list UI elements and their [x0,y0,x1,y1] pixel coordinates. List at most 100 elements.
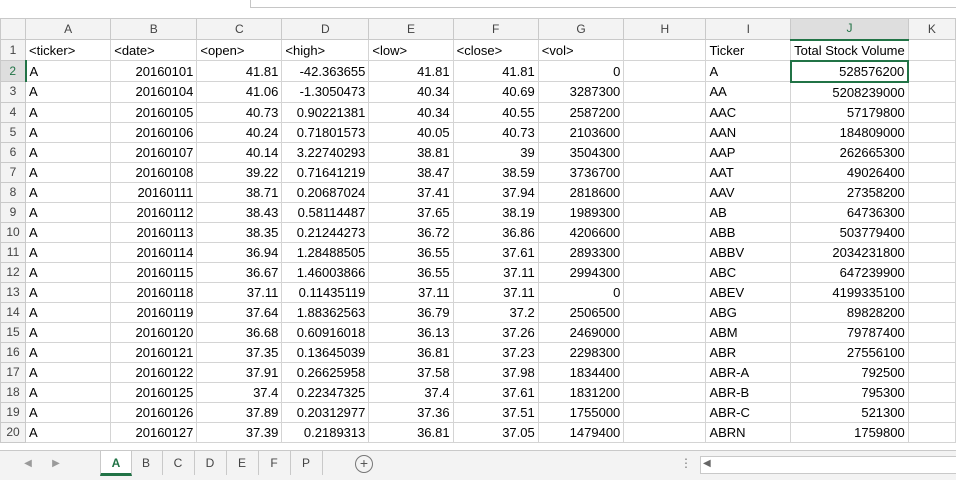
header-cell[interactable]: <vol> [537,39,625,61]
cell[interactable]: A [25,81,112,103]
cell[interactable]: A [25,361,112,383]
row-header[interactable]: 18 [0,381,27,403]
sheet-tab-f[interactable]: F [258,451,291,475]
cell[interactable]: ABR-C [705,401,792,423]
cell[interactable]: 2103600 [537,121,625,143]
row-header[interactable]: 8 [0,181,27,203]
cell[interactable]: 36.81 [368,341,454,363]
cell[interactable]: 40.73 [452,121,539,143]
cell[interactable]: 39 [452,141,539,163]
cell[interactable]: 0.26625958 [281,361,370,383]
sheet-tab-p[interactable]: P [290,451,323,475]
cell[interactable]: ABC [705,261,792,283]
cell[interactable]: 36.86 [452,221,539,243]
column-header-d[interactable]: D [281,18,370,40]
cell[interactable]: 20160119 [110,301,198,323]
cell[interactable]: 2818600 [537,181,625,203]
header-cell[interactable]: <high> [281,39,370,61]
column-header-i[interactable]: I [705,18,792,40]
cell[interactable]: 38.81 [368,141,454,163]
cell[interactable]: 37.39 [196,421,283,443]
cell[interactable]: A [25,181,112,203]
cell[interactable]: 2587200 [537,101,625,123]
cell[interactable]: 40.14 [196,141,283,163]
cell[interactable]: A [25,281,112,303]
cell[interactable]: 36.79 [368,301,454,323]
cell[interactable] [907,361,956,383]
cell[interactable]: 41.06 [196,81,283,103]
cell[interactable]: 49026400 [790,161,909,183]
header-cell[interactable]: <open> [196,39,283,61]
cell[interactable]: A [25,241,112,263]
cell[interactable]: ABRN [705,421,792,443]
scrollbar-thumb[interactable] [715,459,815,469]
column-header-b[interactable]: B [110,18,198,40]
cell[interactable] [623,81,707,103]
cell[interactable] [907,161,956,183]
cell[interactable]: 37.89 [196,401,283,423]
cell[interactable] [907,201,956,223]
cell[interactable]: A [25,221,112,243]
sheet-tab-a[interactable]: A [100,451,132,476]
cell[interactable]: 38.43 [196,201,283,223]
cell[interactable]: 20160126 [110,401,198,423]
cell[interactable]: ABG [705,301,792,323]
cell[interactable]: 2893300 [537,241,625,263]
cell[interactable]: AAC [705,101,792,123]
header-cell[interactable]: <date> [110,39,198,61]
cell[interactable] [623,281,707,303]
cell[interactable]: 1759800 [790,421,909,443]
cell[interactable]: 20160121 [110,341,198,363]
column-header-c[interactable]: C [196,18,283,40]
cell[interactable]: 36.81 [368,421,454,443]
cell[interactable]: 37.4 [368,381,454,403]
row-header[interactable]: 9 [0,201,27,223]
row-header[interactable]: 7 [0,161,27,183]
cell[interactable]: AAV [705,181,792,203]
cell[interactable]: 37.94 [452,181,539,203]
cell[interactable] [623,241,707,263]
column-header-j[interactable]: J [790,18,909,41]
cell[interactable]: 1755000 [537,401,625,423]
cell[interactable]: 0 [537,60,625,82]
cell[interactable]: 20160111 [110,181,198,203]
cell[interactable]: 4206600 [537,221,625,243]
cell[interactable] [623,301,707,323]
cell[interactable]: 36.68 [196,321,283,343]
cell[interactable]: 262665300 [790,141,909,163]
cell[interactable]: A [25,161,112,183]
cell[interactable]: 20160101 [110,60,198,82]
cell[interactable]: 0.90221381 [281,101,370,123]
cell[interactable]: 1.28488505 [281,241,370,263]
cell[interactable]: 20160114 [110,241,198,263]
cell[interactable]: 89828200 [790,301,909,323]
cell[interactable]: 20160106 [110,121,198,143]
cell[interactable]: 57179800 [790,101,909,123]
cell[interactable]: 2506500 [537,301,625,323]
cell[interactable]: ABBV [705,241,792,263]
row-header[interactable]: 16 [0,341,27,363]
cell[interactable]: 20160115 [110,261,198,283]
column-header-a[interactable]: A [25,18,112,40]
select-all-corner[interactable] [0,18,27,40]
cell[interactable]: A [25,60,112,82]
row-header[interactable]: 20 [0,421,27,443]
cell[interactable]: 2994300 [537,261,625,283]
cell[interactable]: 20160105 [110,101,198,123]
cell[interactable] [623,181,707,203]
cell[interactable]: -1.3050473 [281,81,370,103]
cell[interactable]: 0.22347325 [281,381,370,403]
cell[interactable]: 40.34 [368,81,454,103]
more-options-icon[interactable]: ⋮ [680,456,692,470]
cell[interactable]: 37.98 [452,361,539,383]
cell[interactable]: 5208239000 [790,81,909,103]
caret-right-icon[interactable]: ▶ [52,458,60,469]
header-cell[interactable]: <close> [452,39,539,61]
cell[interactable]: 37.23 [452,341,539,363]
cell[interactable]: 36.55 [368,261,454,283]
cell[interactable]: 0.20687024 [281,181,370,203]
cell[interactable]: 27556100 [790,341,909,363]
cell[interactable] [907,60,956,82]
header-cell[interactable]: Ticker [705,39,792,61]
row-header[interactable]: 19 [0,401,27,423]
